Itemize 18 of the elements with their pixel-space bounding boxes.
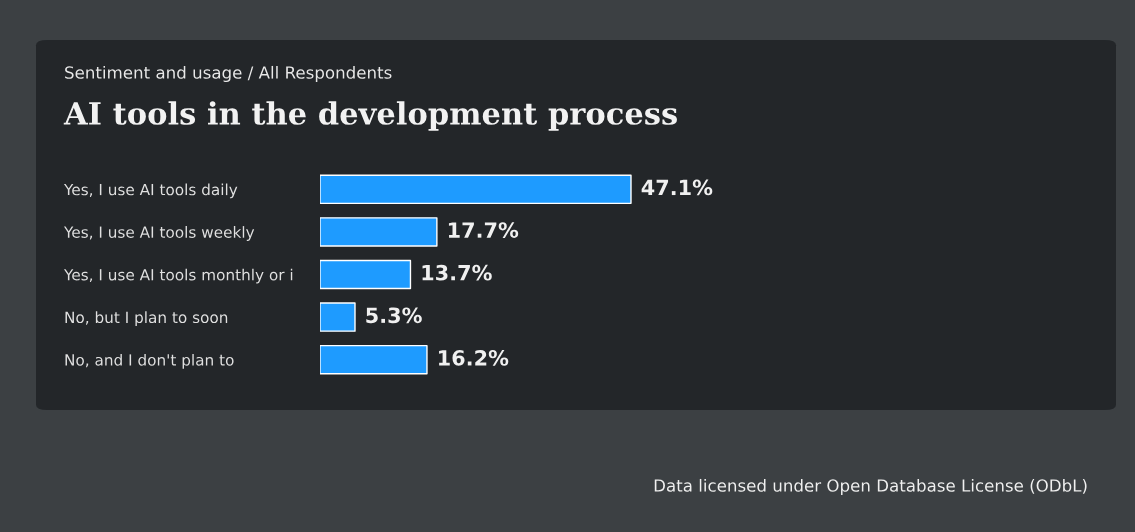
bar [320, 344, 428, 375]
y-tick-label: No, but I plan to soon [65, 311, 228, 327]
y-tick-label: Yes, I use AI tools daily [63, 183, 238, 199]
bar [320, 174, 632, 205]
data-label: 5.3% [366, 307, 422, 324]
bar [320, 259, 412, 290]
bar [320, 302, 356, 332]
chart-title: AI tools in the development process [63, 101, 677, 131]
y-tick-label: Yes, I use AI tools monthly or i [63, 268, 293, 284]
data-label: 16.2% [439, 349, 509, 366]
chart-subtitle: Sentiment and usage / All Respondents [65, 65, 392, 83]
data-label: 13.7% [422, 264, 492, 281]
y-tick-label: No, and I don't plan to [65, 353, 234, 369]
y-tick-label: Yes, I use AI tools weekly [63, 226, 255, 241]
data-label: 47.1% [641, 179, 713, 196]
text: Data licensed under Open Database License (ODbL) [654, 478, 1087, 496]
data-label: 17.7% [448, 222, 519, 238]
bar [320, 217, 438, 247]
